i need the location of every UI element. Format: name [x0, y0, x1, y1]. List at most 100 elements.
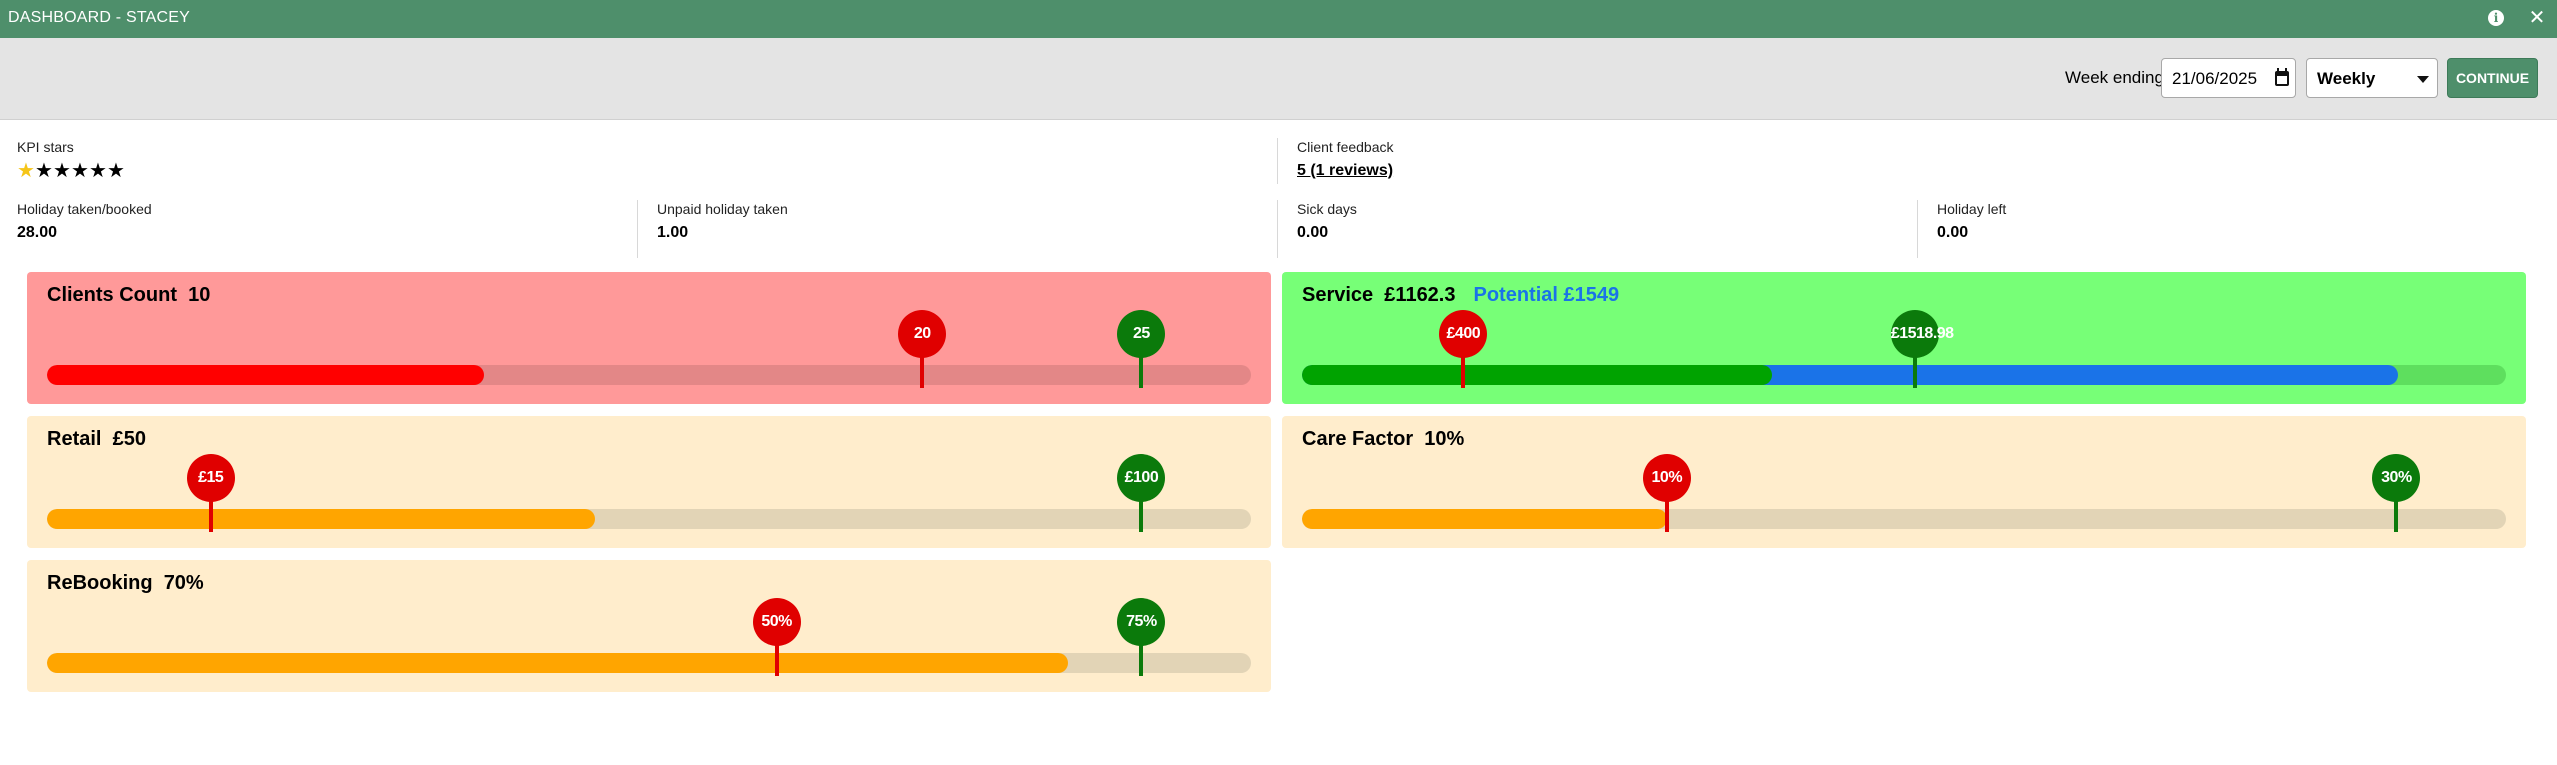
marker-stem	[920, 356, 925, 388]
continue-button[interactable]: CONTINUE	[2447, 58, 2538, 98]
progress-fill	[47, 365, 485, 385]
progress-fill	[1302, 509, 1667, 529]
divider	[1277, 200, 1278, 258]
marker-label: 10%	[1642, 454, 1691, 502]
card-title-value: 10%	[1424, 428, 1465, 450]
card-title: Retail £50	[47, 428, 146, 451]
minimum-target-marker: 10%	[1642, 454, 1691, 532]
care-factor-card: Care Factor 10% 10% 30%	[1282, 416, 2526, 548]
target-marker: 75%	[1117, 598, 1166, 676]
marker-stem	[1912, 356, 1917, 388]
marker-label: £400	[1439, 310, 1488, 358]
unpaid-holiday-value: 1.00	[657, 224, 689, 241]
marker-label: 75%	[1117, 598, 1166, 646]
card-title-value: 70%	[163, 572, 204, 594]
star-icon: ★	[89, 160, 107, 182]
week-ending-date-value: 21/06/2025	[2172, 69, 2258, 88]
kpi-star-rating: ★★★★★★	[17, 160, 125, 182]
marker-label: 30%	[2372, 454, 2421, 502]
retail-card: Retail £50 £15 £100	[27, 416, 1271, 548]
marker-stem	[1139, 356, 1144, 388]
unpaid-holiday-label: Unpaid holiday taken	[657, 201, 788, 217]
marker-stem	[1139, 644, 1144, 676]
card-title-value: £50	[112, 428, 146, 450]
progress-fill	[1302, 365, 1772, 385]
marker-label: 20	[898, 310, 947, 358]
marker-label: £100	[1117, 454, 1166, 502]
marker-stem	[774, 644, 779, 676]
target-marker: £1518.98	[1890, 310, 1954, 388]
card-title-label: ReBooking	[47, 572, 153, 594]
holiday-left-label: Holiday left	[1937, 201, 2007, 217]
star-icon: ★	[35, 160, 53, 182]
progress-track	[47, 653, 1251, 673]
filter-toolbar: Week ending 21/06/2025 Weekly CONTINUE	[0, 38, 2557, 120]
marker-label: £15	[186, 454, 235, 502]
card-title-label: Service	[1302, 284, 1374, 306]
card-title-label: Clients Count	[47, 284, 177, 306]
marker-stem	[2394, 500, 2399, 532]
kpi-stars-stat: KPI stars	[17, 139, 74, 155]
holiday-taken-stat: Holiday taken/booked 28.00	[17, 201, 152, 242]
minimum-target-marker: £15	[186, 454, 235, 532]
target-marker: 25	[1117, 310, 1166, 388]
client-feedback-link[interactable]: 5 (1 reviews)	[1297, 162, 1394, 179]
client-feedback-stat: Client feedback 5 (1 reviews)	[1297, 139, 1394, 180]
progress-track	[1302, 509, 2506, 529]
holiday-taken-label: Holiday taken/booked	[17, 201, 152, 217]
divider	[1917, 200, 1918, 258]
marker-label: £1518.98	[1890, 310, 1954, 358]
target-marker: 30%	[2372, 454, 2421, 532]
divider	[1277, 138, 1278, 184]
card-title: ReBooking 70%	[47, 572, 204, 595]
week-ending-date-field[interactable]: 21/06/2025	[2161, 58, 2296, 98]
period-select-value: Weekly	[2317, 69, 2376, 88]
star-icon: ★	[53, 160, 71, 182]
title-bar: DASHBOARD - STACEY i ✕	[0, 0, 2557, 38]
card-title: Service £1162.3 Potential £1549	[1302, 284, 1619, 307]
marker-stem	[1139, 500, 1144, 532]
service-potential: Potential £1549	[1473, 284, 1620, 306]
holiday-left-value: 0.00	[1937, 224, 1969, 241]
unpaid-holiday-stat: Unpaid holiday taken 1.00	[657, 201, 788, 242]
sick-days-stat: Sick days 0.00	[1297, 201, 1357, 242]
progress-fill	[47, 653, 1068, 673]
progress-track	[47, 365, 1251, 385]
card-title-label: Care Factor	[1302, 428, 1414, 450]
marker-stem	[208, 500, 213, 532]
card-title-value: 10	[188, 284, 211, 306]
marker-stem	[1461, 356, 1466, 388]
sick-days-label: Sick days	[1297, 201, 1357, 217]
marker-stem	[1664, 500, 1669, 532]
holiday-left-stat: Holiday left 0.00	[1937, 201, 2006, 242]
client-feedback-label: Client feedback	[1297, 139, 1394, 155]
rebooking-card: ReBooking 70% 50% 75%	[27, 560, 1271, 692]
calendar-icon[interactable]	[2275, 68, 2289, 86]
info-icon[interactable]: i	[2488, 10, 2504, 26]
marker-label: 25	[1117, 310, 1166, 358]
star-icon: ★	[71, 160, 89, 182]
minimum-target-marker: £400	[1439, 310, 1488, 388]
period-select[interactable]: Weekly	[2306, 58, 2438, 98]
card-title-label: Retail	[47, 428, 102, 450]
window-title: DASHBOARD - STACEY	[8, 9, 190, 26]
holiday-taken-value: 28.00	[17, 224, 58, 241]
minimum-target-marker: 50%	[752, 598, 801, 676]
clients-count-card: Clients Count 10 20 25	[27, 272, 1271, 404]
marker-label: 50%	[752, 598, 801, 646]
progress-fill	[47, 509, 595, 529]
week-ending-label: Week ending	[2065, 68, 2164, 87]
card-title: Care Factor 10%	[1302, 428, 1464, 451]
card-title-value: £1162.3	[1384, 284, 1456, 306]
kpi-stars-label: KPI stars	[17, 139, 74, 155]
close-icon[interactable]: ✕	[2528, 7, 2546, 29]
progress-track	[47, 509, 1251, 529]
card-title: Clients Count 10	[47, 284, 210, 307]
chevron-down-icon	[2417, 76, 2429, 83]
target-marker: £100	[1117, 454, 1166, 532]
divider	[637, 200, 638, 258]
progress-track	[1302, 365, 2506, 385]
star-icon: ★	[17, 160, 35, 182]
star-icon: ★	[107, 160, 125, 182]
minimum-target-marker: 20	[898, 310, 947, 388]
